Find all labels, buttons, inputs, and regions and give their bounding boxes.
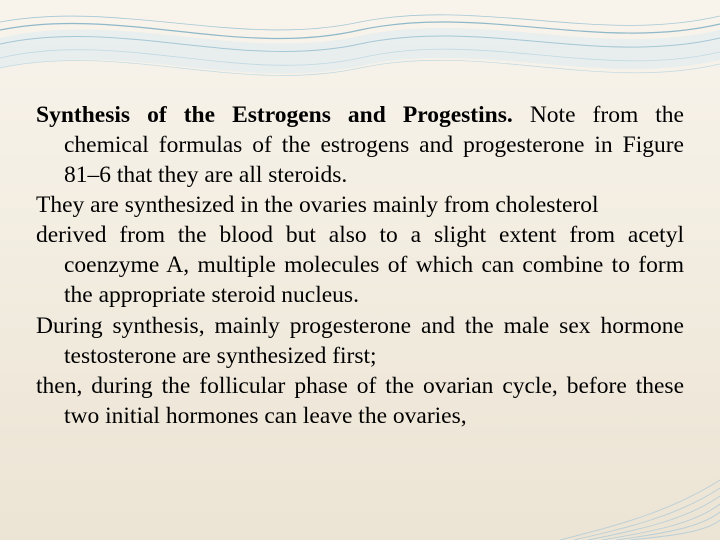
paragraph-2-rest: They are synthesized in the ovaries main…: [36, 192, 599, 218]
corner-decoration: [560, 470, 720, 540]
paragraph-1: Synthesis of the Estrogens and Progestin…: [36, 100, 684, 190]
corner-line: [574, 488, 720, 540]
paragraph-3: derived from the blood but also to a sli…: [36, 220, 684, 310]
paragraph-4: During synthesis, mainly progesterone an…: [36, 311, 684, 371]
wave-line-4: [0, 15, 720, 30]
paragraph-4-rest: During synthesis, mainly progesterone an…: [36, 313, 684, 369]
paragraph-1-lead: Synthesis of the Estrogens and Progestin…: [36, 102, 530, 128]
slide-container: Synthesis of the Estrogens and Progestin…: [0, 0, 720, 540]
wave-band: [0, 28, 720, 74]
corner-line: [616, 512, 720, 540]
paragraph-5: then, during the follicular phase of the…: [36, 371, 684, 431]
wave-top-decoration: [0, 0, 720, 90]
wave-line-3: [0, 49, 720, 65]
paragraph-5-rest: then, during the follicular phase of the…: [36, 373, 684, 429]
corner-line: [630, 520, 720, 540]
corner-line: [560, 480, 720, 540]
paragraph-2: They are synthesized in the ovaries main…: [36, 190, 684, 220]
wave-line-1: [0, 22, 720, 39]
slide-body-text: Synthesis of the Estrogens and Progestin…: [36, 100, 684, 431]
wave-line-2: [0, 36, 720, 52]
corner-line: [588, 496, 720, 540]
paragraph-3-rest: derived from the blood but also to a sli…: [36, 222, 684, 308]
corner-line: [602, 504, 720, 540]
wave-line-5: [0, 60, 720, 75]
